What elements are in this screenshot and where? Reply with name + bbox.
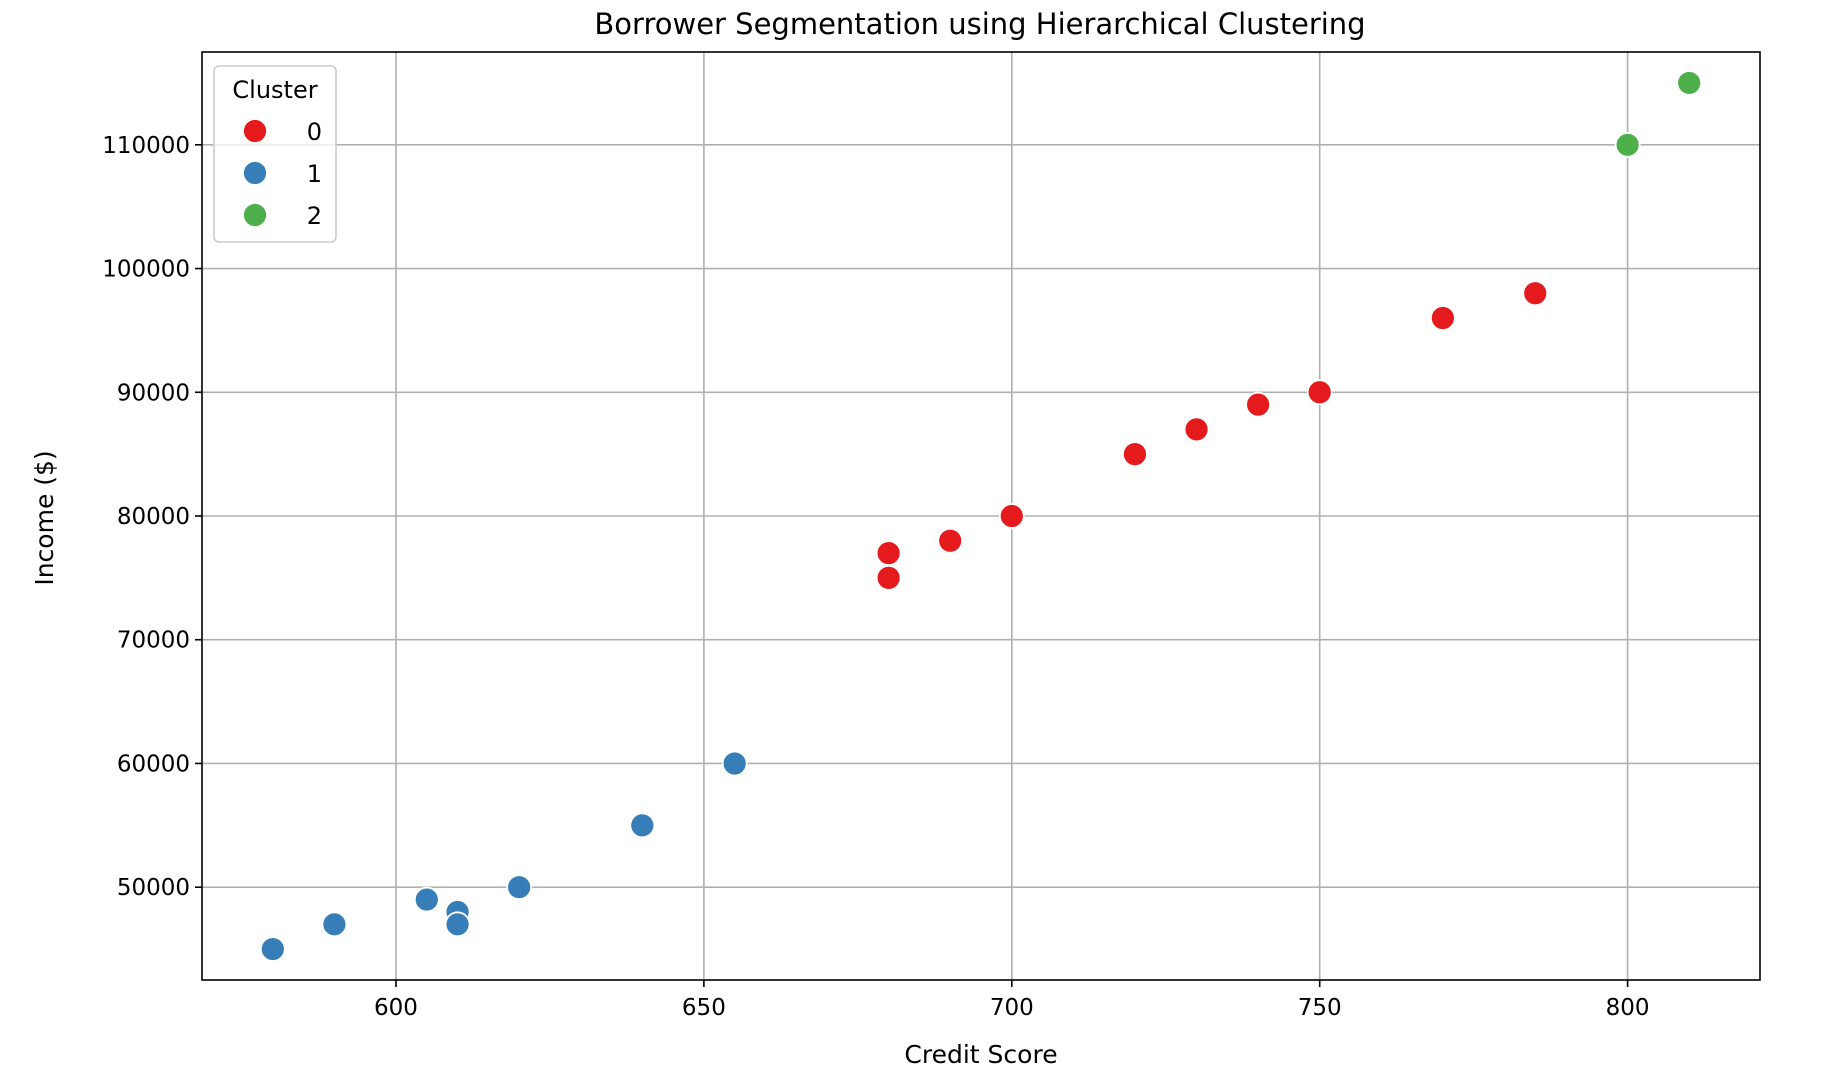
data-point-cluster-0 <box>875 540 902 567</box>
legend-label-cluster-2: 2 <box>307 202 322 230</box>
data-point-cluster-0 <box>1522 280 1549 307</box>
legend-marker-cluster-1 <box>242 160 268 186</box>
data-point-cluster-0 <box>1183 416 1210 443</box>
data-point-cluster-0 <box>1306 379 1333 406</box>
data-point-cluster-1 <box>444 911 471 938</box>
data-point-cluster-1 <box>506 874 533 901</box>
data-point-cluster-1 <box>413 886 440 913</box>
data-point-cluster-0 <box>1122 441 1148 468</box>
legend-label-cluster-1: 1 <box>307 160 322 188</box>
data-point-cluster-1 <box>629 812 656 839</box>
axis-ticks: 600 650 700 750 800 50000 60000 70000 80000 90000… <box>102 133 1649 1021</box>
x-tick-label: 600 <box>374 995 418 1021</box>
data-points <box>259 70 1703 962</box>
x-tick-label: 750 <box>1298 995 1342 1021</box>
plot-area-frame <box>201 51 1761 981</box>
chart-title: Borrower Segmentation using Hierarchical… <box>594 7 1365 41</box>
x-tick-label: 800 <box>1606 995 1650 1021</box>
data-point-cluster-0 <box>998 503 1025 529</box>
legend-marker-cluster-0 <box>242 118 268 144</box>
data-point-cluster-0 <box>937 527 964 554</box>
y-tick-label: 80000 <box>117 504 190 530</box>
data-point-cluster-0 <box>1429 305 1456 331</box>
y-tick-label: 110000 <box>102 133 190 159</box>
data-point-cluster-1 <box>259 936 286 962</box>
y-tick-label: 50000 <box>117 875 190 901</box>
x-tick-label: 700 <box>990 995 1034 1021</box>
data-point-cluster-0 <box>1245 391 1272 418</box>
y-axis-label: Income ($) <box>30 450 59 585</box>
y-tick-label: 70000 <box>117 628 190 654</box>
data-point-cluster-2 <box>1614 131 1641 158</box>
legend-entries: 0 1 2 <box>242 118 322 230</box>
legend-label-cluster-0: 0 <box>307 118 322 146</box>
y-tick-label: 100000 <box>102 257 190 283</box>
legend-title: Cluster <box>232 76 317 104</box>
data-point-cluster-2 <box>1676 70 1703 96</box>
data-point-cluster-1 <box>721 750 748 777</box>
y-tick-label: 90000 <box>117 380 190 406</box>
y-tick-label: 60000 <box>117 751 190 777</box>
x-axis-label: Credit Score <box>904 1040 1057 1069</box>
data-point-cluster-1 <box>321 911 348 938</box>
x-tick-label: 650 <box>682 995 726 1021</box>
legend-marker-cluster-2 <box>242 202 268 228</box>
legend: Cluster 0 1 2 <box>213 65 337 243</box>
data-point-cluster-0 <box>875 564 902 591</box>
legend-box <box>213 65 337 243</box>
